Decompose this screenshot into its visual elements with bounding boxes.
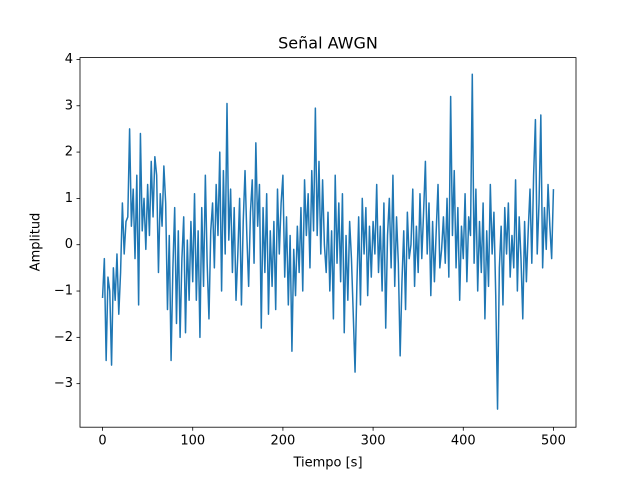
y-tick-label: 4 bbox=[65, 52, 73, 67]
y-tick-label: 1 bbox=[65, 191, 73, 206]
y-tick-label: −3 bbox=[54, 376, 73, 391]
y-axis-label: Amplitud bbox=[29, 213, 44, 272]
x-tick-label: 200 bbox=[270, 434, 295, 449]
y-tick-label: 0 bbox=[65, 237, 73, 252]
x-axis-label: Tiempo [s] bbox=[292, 456, 362, 471]
chart-title: Señal AWGN bbox=[278, 34, 378, 53]
signal-line bbox=[101, 73, 555, 410]
axes-frame bbox=[79, 57, 577, 428]
y-tick-label: 3 bbox=[65, 98, 73, 113]
x-tick-label: 300 bbox=[361, 434, 386, 449]
x-tick-label: 100 bbox=[180, 434, 205, 449]
y-tick-label: 2 bbox=[65, 145, 73, 160]
x-tick-label: 400 bbox=[451, 434, 476, 449]
y-tick-label: −1 bbox=[54, 284, 73, 299]
x-tick-label: 0 bbox=[98, 434, 106, 449]
y-tick-label: −2 bbox=[54, 330, 73, 345]
x-tick-label: 500 bbox=[541, 434, 566, 449]
